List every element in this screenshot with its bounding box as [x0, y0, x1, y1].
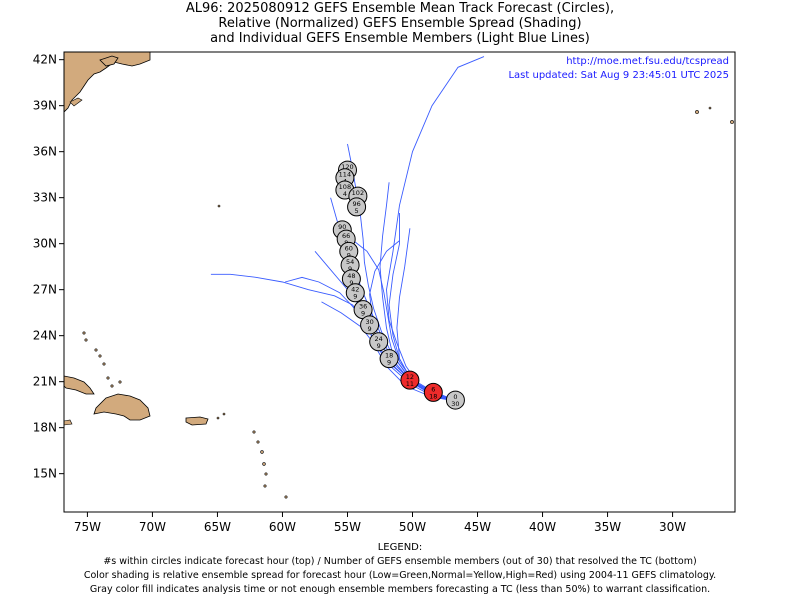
hispaniola-land: [93, 393, 151, 421]
forecast-hour-label: 36: [359, 303, 367, 311]
forecast-circle: 429: [345, 283, 365, 303]
title-line-2: Relative (Normalized) GEFS Ensemble Spre…: [218, 16, 582, 31]
member-count-label: 11: [406, 380, 414, 388]
legend-line-2: Color shading is relative ensemble sprea…: [83, 570, 717, 581]
member-count-label: 9: [361, 310, 365, 318]
forecast-circle: 965: [347, 197, 367, 217]
plot-frame: [63, 51, 736, 513]
cuba-land: [64, 375, 95, 395]
forecast-hour-label: 66: [342, 232, 350, 240]
y-tick-label: 42N: [33, 53, 57, 67]
member-track-line: [386, 56, 485, 403]
forecast-hour-label: 102: [352, 189, 364, 197]
forecast-circle-fill: [360, 315, 380, 335]
member-count-label: 9: [368, 325, 372, 333]
forecast-hour-label: 96: [352, 200, 360, 208]
long-island-land: [69, 97, 83, 107]
source-url[interactable]: http://moe.met.fsu.edu/tcspread: [566, 56, 729, 67]
forecast-hour-label: 120: [341, 163, 353, 171]
y-tick-label: 30N: [33, 237, 57, 251]
x-tick-label: 75W: [74, 520, 101, 534]
mean-track-circles: 1204114410841025965906668609549489429369…: [332, 160, 465, 410]
jamaica-land: [64, 419, 73, 426]
x-tick-label: 60W: [269, 520, 296, 534]
legend-line-1: #s within circles indicate forecast hour…: [103, 556, 697, 567]
y-tick-label: 33N: [33, 191, 57, 205]
forecast-hour-label: 42: [351, 286, 359, 294]
x-tick-label: 70W: [139, 520, 166, 534]
member-track-line: [379, 182, 459, 403]
member-count-label: 30: [451, 400, 459, 408]
forecast-hour-label: 60: [345, 244, 353, 252]
y-axis: 42N 39N 36N 33N 30N 27N 24N 21N 18N 15N: [33, 53, 64, 481]
member-count-label: 9: [347, 251, 351, 259]
forecast-hour-label: 0: [453, 393, 457, 401]
x-tick-label: 30W: [659, 520, 686, 534]
y-tick-label: 18N: [33, 421, 57, 435]
member-count-label: 9: [348, 265, 352, 273]
forecast-hour-label: 18: [385, 352, 393, 360]
forecast-hour-label: 90: [338, 223, 346, 231]
small-islands: [82, 106, 734, 499]
forecast-circle: 249: [369, 332, 389, 352]
member-count-label: 4: [343, 190, 347, 198]
forecast-circle-fill: [400, 370, 420, 390]
forecast-hour-label: 30: [365, 318, 373, 326]
forecast-circle-fill: [345, 283, 365, 303]
forecast-circle: 309: [360, 315, 380, 335]
coastline-landmasses: [64, 52, 734, 499]
forecast-hour-label: 54: [346, 258, 354, 266]
forecast-circle-fill: [347, 197, 367, 217]
legend-line-3: Gray color fill indicates analysis time …: [89, 584, 711, 595]
y-tick-label: 24N: [33, 329, 57, 343]
forecast-circle-fill: [369, 332, 389, 352]
nova-scotia-land: [99, 55, 119, 67]
y-tick-label: 21N: [33, 375, 57, 389]
x-tick-label: 45W: [464, 520, 491, 534]
forecast-circle: 549: [340, 255, 360, 275]
member-count-label: 5: [355, 207, 359, 215]
forecast-hour-label: 6: [431, 385, 435, 393]
x-tick-label: 55W: [334, 520, 361, 534]
x-tick-label: 35W: [594, 520, 621, 534]
member-count-label: 9: [353, 293, 357, 301]
forecast-hour-label: 24: [375, 335, 383, 343]
forecast-hour-label: 114: [339, 171, 351, 179]
member-track-line: [210, 273, 459, 403]
x-tick-label: 65W: [204, 520, 231, 534]
title-line-3: and Individual GEFS Ensemble Members (Li…: [210, 31, 590, 46]
legend-heading: LEGEND:: [377, 542, 423, 553]
forecast-circle: 618: [423, 382, 443, 402]
forecast-hour-label: 48: [347, 272, 355, 280]
y-tick-label: 15N: [33, 467, 57, 481]
title-line-1: AL96: 2025080912 GEFS Ensemble Mean Trac…: [185, 1, 615, 16]
forecast-circle-fill: [445, 390, 465, 410]
forecast-hour-label: 12: [406, 373, 414, 381]
x-axis: 75W 70W 65W 60W 55W 50W 45W 40W 35W 30W: [74, 512, 686, 534]
x-tick-label: 40W: [529, 520, 556, 534]
y-tick-label: 39N: [33, 99, 57, 113]
forecast-circle-fill: [423, 382, 443, 402]
forecast-circle: 030: [445, 390, 465, 410]
forecast-circle-fill: [379, 349, 399, 369]
member-count-label: 18: [429, 392, 437, 400]
member-count-label: 9: [387, 359, 391, 367]
member-track-line: [347, 143, 459, 403]
last-updated: Last updated: Sat Aug 9 23:45:01 UTC 202…: [508, 70, 729, 81]
member-count-label: 9: [377, 342, 381, 350]
member-track-line: [388, 213, 459, 403]
x-tick-label: 50W: [399, 520, 426, 534]
forecast-hour-label: 108: [339, 183, 351, 191]
y-tick-label: 36N: [33, 145, 57, 159]
forecast-circle: 609: [339, 241, 359, 261]
member-count-label: 9: [349, 279, 353, 287]
forecast-circle: 189: [379, 349, 399, 369]
y-tick-label: 27N: [33, 283, 57, 297]
puerto-rico-land: [185, 416, 209, 426]
